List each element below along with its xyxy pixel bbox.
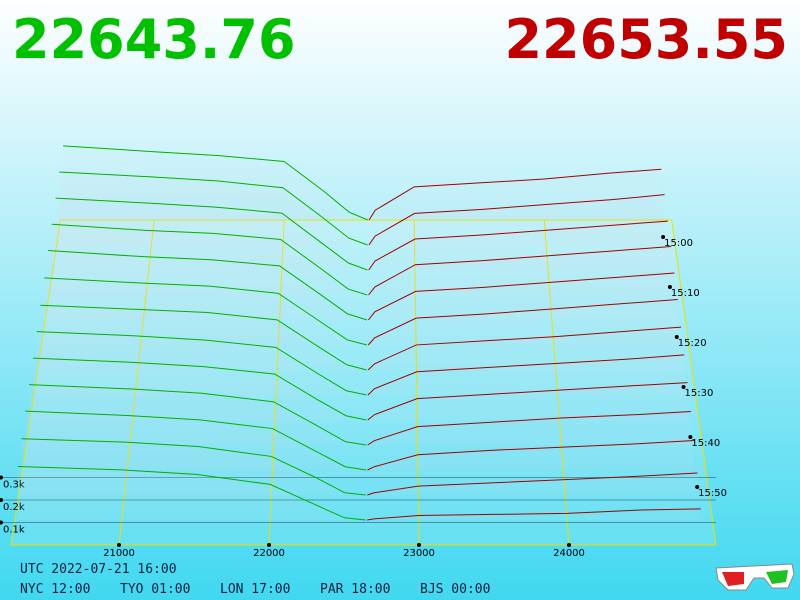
bid-depth-line — [25, 410, 367, 471]
depth-fill — [368, 273, 675, 320]
depth-tick — [0, 520, 3, 525]
depth-fill — [367, 382, 688, 420]
time-zone: TYO 01:00 — [120, 582, 190, 597]
depth-fill — [368, 246, 672, 295]
ask-depth-line — [368, 194, 665, 246]
depth-fill — [367, 440, 695, 470]
bid-price: 22643.76 — [12, 8, 296, 71]
bid-depth-line — [29, 384, 367, 446]
depth-fill — [55, 198, 368, 270]
depth-fill — [32, 358, 367, 420]
price-tick — [117, 543, 121, 547]
time-tick — [661, 235, 666, 239]
price-tick-label: 23000 — [403, 548, 435, 559]
depth-fill — [367, 472, 698, 495]
ask-depth-line — [368, 246, 672, 296]
bid-depth-line — [44, 277, 368, 346]
ask-depth-line — [367, 354, 685, 396]
bid-depth-line — [36, 331, 367, 396]
utc-time: UTC 2022-07-21 16:00 — [20, 562, 177, 577]
time-tick-label: 15:00 — [664, 238, 693, 249]
depth-fill — [59, 171, 368, 245]
ask-depth-line — [368, 220, 668, 271]
time-tick-label: 15:40 — [691, 438, 720, 449]
ask-depth-line — [367, 440, 695, 471]
depth-tick-label: 0.1k — [3, 525, 25, 536]
ask-depth-line — [368, 168, 662, 221]
time-tick — [674, 335, 679, 339]
time-tick-label: 15:10 — [671, 288, 700, 299]
ask-depth-line — [367, 508, 701, 521]
floor — [10, 219, 717, 546]
ask-depth-line — [367, 382, 688, 421]
time-tick-label: 15:50 — [698, 488, 727, 499]
ask-price: 22653.55 — [504, 8, 788, 71]
depth-fill — [29, 384, 367, 445]
time-zone: LON 17:00 — [220, 582, 290, 597]
3d-glasses-icon — [715, 563, 795, 591]
price-grid-line — [268, 219, 285, 546]
time-tick — [667, 285, 672, 289]
depth-fill — [63, 145, 368, 220]
depth-fill — [369, 169, 662, 220]
time-tick — [688, 435, 693, 439]
price-tick-label: 22000 — [253, 548, 285, 559]
depth-fill — [367, 508, 701, 520]
ask-depth-line — [367, 472, 698, 496]
depth-tick — [0, 498, 3, 502]
bid-depth-line — [55, 197, 368, 271]
depth-fill — [367, 354, 685, 395]
depth-fill — [368, 221, 668, 270]
time-zone: BJS 00:00 — [420, 582, 490, 597]
time-tick — [681, 385, 686, 389]
time-zone: NYC 12:00 — [20, 582, 90, 597]
time-zones: NYC 12:00 TYO 01:00 LON 17:00 PAR 18:00 BJS … — [20, 582, 490, 597]
ask-depth-line — [368, 272, 675, 321]
depth-tick-label: 0.3k — [3, 480, 25, 491]
bid-depth-line — [40, 304, 367, 371]
depth-fill — [368, 327, 682, 370]
price-tick — [567, 543, 571, 547]
depth-tick-label: 0.2k — [3, 502, 25, 513]
bid-depth-line — [59, 171, 368, 246]
depth-fill — [17, 466, 366, 520]
bid-depth-line — [51, 223, 368, 296]
price-grid-line — [543, 219, 570, 546]
bid-depth-line — [17, 466, 366, 521]
time-tick — [695, 485, 700, 489]
bid-depth-line — [63, 145, 368, 221]
depth-fill — [40, 305, 367, 370]
bid-depth-line — [47, 250, 368, 321]
depth-fill — [21, 438, 366, 495]
ask-depth-line — [367, 326, 682, 371]
bid-depth-line — [21, 438, 366, 496]
depth-fill — [367, 411, 691, 445]
price-grid-line — [413, 219, 420, 546]
depth-fill — [47, 250, 368, 320]
price-grid-line — [118, 219, 155, 546]
bid-depth-line — [32, 357, 367, 421]
depth-fill — [368, 194, 665, 245]
depth-tick — [0, 475, 3, 480]
time-tick-label: 15:30 — [685, 388, 714, 399]
depth-fill — [44, 277, 367, 345]
price-tick — [267, 543, 271, 547]
time-tick-label: 15:20 — [678, 338, 707, 349]
depth-fill — [25, 411, 366, 470]
price-tick — [417, 543, 421, 547]
time-zone: PAR 18:00 — [320, 582, 390, 597]
plot: 21000 22000 23000 24000 0.1k 0.2k 0.3k 15:00 15:… — [0, 145, 727, 559]
ask-depth-line — [367, 299, 678, 346]
ask-depth-line — [367, 411, 691, 446]
price-tick-label: 24000 — [553, 548, 585, 559]
price-tick-label: 21000 — [103, 548, 135, 559]
